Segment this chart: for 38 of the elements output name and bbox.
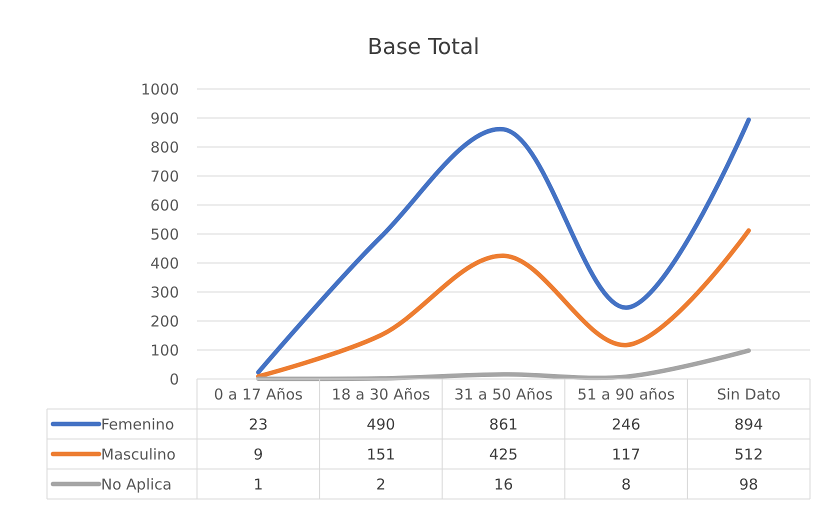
- data-label: 861: [489, 415, 518, 434]
- data-label: 9: [254, 445, 264, 464]
- y-tick-label: 300: [150, 283, 179, 302]
- data-label: 425: [489, 445, 518, 464]
- legend-label: Femenino: [101, 415, 174, 434]
- data-label: 151: [366, 445, 396, 464]
- data-label: 1: [254, 475, 264, 494]
- y-tick-label: 700: [150, 167, 179, 186]
- legend-label: Masculino: [101, 445, 176, 464]
- y-tick-label: 100: [150, 341, 179, 360]
- x-tick-label: Sin Dato: [716, 385, 781, 404]
- line-series: [256, 228, 751, 379]
- y-tick-label: 1000: [140, 80, 179, 98]
- data-label: 490: [366, 415, 396, 434]
- legend-label: No Aplica: [101, 475, 172, 494]
- data-label: 16: [494, 475, 514, 494]
- chart-title: Base Total: [368, 35, 480, 60]
- data-label: 8: [621, 475, 631, 494]
- data-label: 894: [734, 415, 764, 434]
- y-tick-label: 0: [169, 370, 179, 388]
- y-tick-label: 600: [150, 196, 179, 214]
- x-tick-label: 18 a 30 Años: [332, 385, 430, 404]
- x-tick-label: 31 a 50 Años: [454, 385, 553, 404]
- line-series: [256, 348, 751, 382]
- data-label: 246: [612, 415, 640, 434]
- x-tick-label: 0 a 17 Años: [214, 385, 303, 404]
- data-label: 117: [612, 445, 640, 464]
- data-label: 23: [248, 415, 268, 434]
- y-tick-label: 900: [150, 109, 179, 128]
- y-tick-label: 200: [150, 312, 179, 330]
- data-label: 512: [734, 445, 764, 464]
- y-tick-label: 400: [150, 254, 179, 272]
- x-tick-label: 51 a 90 años: [577, 385, 675, 404]
- data-label: 2: [376, 475, 386, 494]
- line-series: [256, 117, 751, 375]
- y-tick-label: 500: [150, 225, 179, 244]
- y-tick-label: 800: [150, 138, 179, 156]
- data-label: 98: [739, 475, 758, 494]
